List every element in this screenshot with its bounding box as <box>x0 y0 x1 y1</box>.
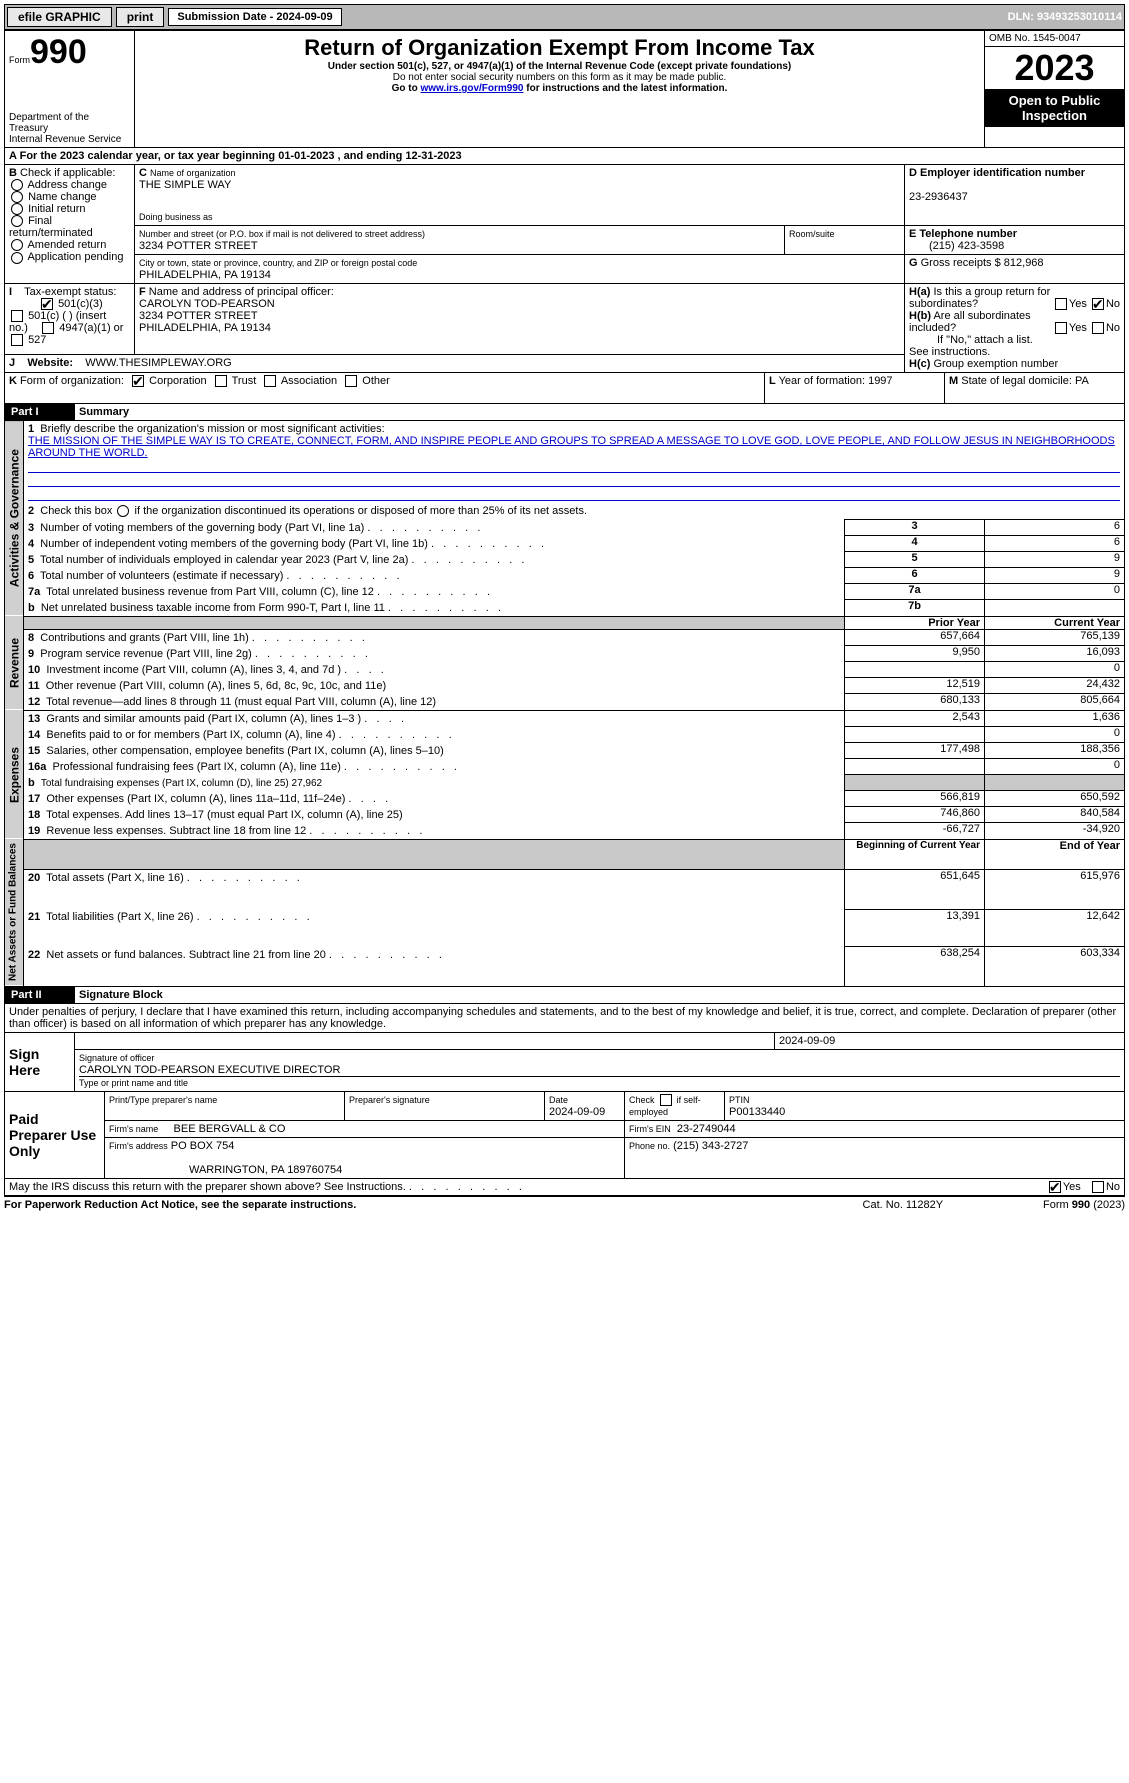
gov-row: 7a Total unrelated business revenue from… <box>5 584 1125 600</box>
rev-row: 11 Other revenue (Part VIII, column (A),… <box>5 678 1125 694</box>
h-a-yes[interactable] <box>1055 298 1067 310</box>
form-number: 990 <box>30 33 87 71</box>
box-i: I Tax-exempt status: 501(c)(3) 501(c) ( … <box>5 284 135 355</box>
irs-link[interactable]: www.irs.gov/Form990 <box>420 83 523 94</box>
beg-year-head: Beginning of Current Year <box>845 839 985 870</box>
current-year-head: Current Year <box>985 616 1125 629</box>
rev-row: 10 Investment income (Part VIII, column … <box>5 662 1125 678</box>
open-to-public: Open to Public Inspection <box>985 89 1124 127</box>
gov-row: 4 Number of independent voting members o… <box>5 536 1125 552</box>
box-c-room: Room/suite <box>785 226 905 255</box>
signature-block: Sign Here 2024-09-09 Signature of office… <box>4 1032 1125 1092</box>
box-j: J Website: WWW.THESIMPLEWAY.ORG <box>5 354 905 372</box>
rev-row: 8 Contributions and grants (Part VIII, l… <box>5 629 1125 646</box>
efile-button[interactable]: efile GRAPHIC <box>7 7 112 27</box>
end-year-head: End of Year <box>985 839 1125 870</box>
cb-assoc[interactable] <box>264 375 276 387</box>
box-b: B Check if applicable: Address change Na… <box>5 165 135 284</box>
side-revenue: Revenue <box>5 616 24 710</box>
side-governance: Activities & Governance <box>5 421 24 616</box>
exp-row: 18 Total expenses. Add lines 13–17 (must… <box>5 807 1125 823</box>
sig-date: 2024-09-09 <box>775 1032 1125 1049</box>
top-toolbar: efile GRAPHIC print Submission Date - 20… <box>4 4 1125 30</box>
form-subtitle: Under section 501(c), 527, or 4947(a)(1)… <box>139 61 980 72</box>
entity-block: A For the 2023 calendar year, or tax yea… <box>4 148 1125 373</box>
sign-here-label: Sign Here <box>5 1032 75 1091</box>
discuss-row: May the IRS discuss this return with the… <box>4 1179 1125 1196</box>
box-g: G Gross receipts $ 812,968 <box>905 255 1125 284</box>
rev-row: 9 Program service revenue (Part VIII, li… <box>5 646 1125 662</box>
print-button[interactable]: print <box>116 7 165 27</box>
na-row: 20 Total assets (Part X, line 16)651,645… <box>5 870 1125 909</box>
box-f: F Name and address of principal officer:… <box>135 284 905 355</box>
paid-preparer-label: Paid Preparer Use Only <box>5 1092 105 1179</box>
h-b-no[interactable] <box>1092 322 1104 334</box>
dept-treasury: Department of the Treasury Internal Reve… <box>9 112 130 145</box>
box-k: K Form of organization: Corporation Trus… <box>5 373 765 403</box>
submission-date: Submission Date - 2024-09-09 <box>168 8 341 26</box>
exp-row: 15 Salaries, other compensation, employe… <box>5 743 1125 759</box>
gov-row: b Net unrelated business taxable income … <box>5 600 1125 617</box>
cb-501c3[interactable] <box>41 298 53 310</box>
perjury-text: Under penalties of perjury, I declare th… <box>4 1004 1125 1032</box>
goto-line: Go to www.irs.gov/Form990 for instructio… <box>139 83 980 94</box>
cb-501c[interactable] <box>11 310 23 322</box>
cb-discontinued[interactable] <box>117 505 129 517</box>
box-a: A For the 2023 calendar year, or tax yea… <box>5 148 1125 165</box>
cb-initial-return[interactable] <box>11 203 23 215</box>
dln: DLN: 93493253010114 <box>1008 11 1122 23</box>
side-expenses: Expenses <box>5 710 24 839</box>
gov-row: 3 Number of voting members of the govern… <box>5 520 1125 536</box>
prior-year-head: Prior Year <box>845 616 985 629</box>
cb-final-return[interactable] <box>11 215 23 227</box>
cb-amended[interactable] <box>11 239 23 251</box>
box-e: E Telephone number (215) 423-3598 <box>905 226 1125 255</box>
footer: For Paperwork Reduction Act Notice, see … <box>4 1196 1125 1211</box>
box-d: D Employer identification number 23-2936… <box>905 165 1125 226</box>
discuss-yes[interactable] <box>1049 1181 1061 1193</box>
box-l: L Year of formation: 1997 <box>765 373 945 403</box>
cb-self-employed[interactable] <box>660 1094 672 1106</box>
na-row: 22 Net assets or fund balances. Subtract… <box>5 947 1125 986</box>
cb-527[interactable] <box>11 334 23 346</box>
rev-row: 12 Total revenue—add lines 8 through 11 … <box>5 694 1125 711</box>
na-row: 21 Total liabilities (Part X, line 26)13… <box>5 909 1125 947</box>
officer-name: CAROLYN TOD-PEARSON EXECUTIVE DIRECTOR <box>79 1064 340 1076</box>
box-c-name: C Name of organization THE SIMPLE WAY Do… <box>135 165 905 226</box>
exp-row: 19 Revenue less expenses. Subtract line … <box>5 823 1125 840</box>
k-l-m-row: K Form of organization: Corporation Trus… <box>4 373 1125 404</box>
exp-row: 14 Benefits paid to or for members (Part… <box>5 727 1125 743</box>
cb-other[interactable] <box>345 375 357 387</box>
form-title: Return of Organization Exempt From Incom… <box>139 35 980 61</box>
discuss-no[interactable] <box>1092 1181 1104 1193</box>
h-a-no[interactable] <box>1092 298 1104 310</box>
gov-row: 5 Total number of individuals employed i… <box>5 552 1125 568</box>
no-ssn-note: Do not enter social security numbers on … <box>139 72 980 83</box>
paid-preparer-block: Paid Preparer Use Only Print/Type prepar… <box>4 1092 1125 1179</box>
cb-corp[interactable] <box>132 375 144 387</box>
cb-name-change[interactable] <box>11 191 23 203</box>
tax-year: 2023 <box>985 47 1124 89</box>
part2-bar: Part II Signature Block <box>4 987 1125 1004</box>
side-net-assets: Net Assets or Fund Balances <box>5 839 24 986</box>
exp-row: 17 Other expenses (Part IX, column (A), … <box>5 791 1125 807</box>
box-h: H(a) Is this a group return for subordin… <box>905 284 1125 373</box>
exp-row: 16a Professional fundraising fees (Part … <box>5 759 1125 775</box>
mission-text: THE MISSION OF THE SIMPLE WAY IS TO CREA… <box>28 435 1115 459</box>
form-label: Form <box>9 55 30 65</box>
cb-4947[interactable] <box>42 322 54 334</box>
omb-number: OMB No. 1545-0047 <box>985 31 1124 47</box>
exp-row: b Total fundraising expenses (Part IX, c… <box>5 775 1125 791</box>
cb-trust[interactable] <box>215 375 227 387</box>
box-m: M State of legal domicile: PA <box>945 373 1125 403</box>
cb-app-pending[interactable] <box>11 252 23 264</box>
box-c-street: Number and street (or P.O. box if mail i… <box>135 226 785 255</box>
form-header: Form990 Department of the Treasury Inter… <box>4 30 1125 148</box>
cb-address-change[interactable] <box>11 179 23 191</box>
box-c-city: City or town, state or province, country… <box>135 255 905 284</box>
part1-body: Activities & Governance 1 Briefly descri… <box>4 421 1125 987</box>
h-b-yes[interactable] <box>1055 322 1067 334</box>
gov-row: 6 Total number of volunteers (estimate i… <box>5 568 1125 584</box>
part1-bar: Part I Summary <box>4 404 1125 421</box>
